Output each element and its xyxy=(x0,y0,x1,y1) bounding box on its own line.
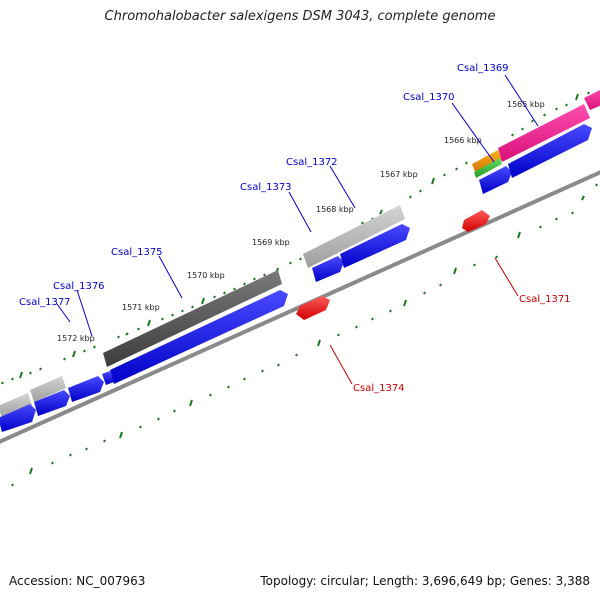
scale-label: 1569 kbp xyxy=(252,238,290,247)
blast-hit-light-segment xyxy=(303,205,405,268)
inner-tick-ring xyxy=(11,183,598,487)
forward-gene-labels: Csal_1369 Csal_1370 Csal_1372 Csal_1373 … xyxy=(19,63,539,337)
map-title: Chromohalobacter salexigens DSM 3043, co… xyxy=(104,9,496,24)
cds-forward-arrow xyxy=(34,390,70,416)
scale-label: 1570 kbp xyxy=(187,271,225,280)
leader-line xyxy=(494,257,519,297)
cds-forward-arrow xyxy=(340,224,410,268)
gene-label-forward: Csal_1376 xyxy=(53,281,105,292)
gene-label-reverse: Csal_1374 xyxy=(353,383,405,394)
forward-cds-track xyxy=(0,124,592,432)
gene-label-forward: Csal_1373 xyxy=(240,182,292,193)
scale-labels: 1565 kbp 1566 kbp 1567 kbp 1568 kbp 1569… xyxy=(57,100,545,343)
blast-hit-magenta-segment xyxy=(584,90,600,110)
scale-label: 1566 kbp xyxy=(444,136,482,145)
cds-forward-arrow xyxy=(312,256,344,282)
gene-label-forward: Csal_1369 xyxy=(457,63,509,74)
leader-line xyxy=(288,191,312,233)
genome-summary-text: Topology: circular; Length: 3,696,649 bp… xyxy=(260,574,590,588)
reverse-gene-labels: Csal_1371 Csal_1374 xyxy=(329,257,571,394)
cds-forward-arrow xyxy=(479,166,512,194)
cds-reverse-arrow xyxy=(296,296,330,320)
gene-label-forward: Csal_1372 xyxy=(286,157,338,168)
gene-label-forward: Csal_1370 xyxy=(403,92,455,103)
cds-forward-arrow xyxy=(0,404,36,432)
leader-line xyxy=(158,255,183,299)
gene-label-forward: Csal_1375 xyxy=(111,247,163,258)
scale-label: 1565 kbp xyxy=(507,100,545,109)
scale-label: 1567 kbp xyxy=(380,170,418,179)
leader-line xyxy=(329,165,356,209)
gene-label-forward: Csal_1377 xyxy=(19,297,71,308)
cds-forward-arrow xyxy=(102,371,114,385)
cds-forward-arrow xyxy=(68,376,104,402)
cds-forward-arrow xyxy=(110,290,288,384)
scale-label: 1568 kbp xyxy=(316,205,354,214)
accession-text: Accession: NC_007963 xyxy=(9,574,146,588)
gene-label-reverse: Csal_1371 xyxy=(519,294,571,305)
blast-hit-green-segment xyxy=(474,158,502,178)
blast-hit-track xyxy=(0,90,600,418)
blast-hit-magenta-segment xyxy=(498,104,590,162)
leader-line xyxy=(329,344,353,385)
blast-hit-light-segment xyxy=(30,376,66,402)
scale-label: 1572 kbp xyxy=(57,334,95,343)
blast-hit-light-segment xyxy=(0,393,32,418)
scale-label: 1571 kbp xyxy=(122,303,160,312)
leader-line xyxy=(451,102,495,163)
leader-line xyxy=(76,289,93,337)
cds-reverse-arrow xyxy=(462,210,490,232)
outer-tick-ring xyxy=(1,91,590,385)
blast-hit-orange-segment xyxy=(472,150,502,174)
leader-line xyxy=(56,303,71,323)
leader-line xyxy=(504,74,539,127)
cds-forward-arrow xyxy=(508,124,592,178)
blast-hit-dark-segment xyxy=(103,270,282,367)
reverse-cds-track xyxy=(296,210,490,320)
